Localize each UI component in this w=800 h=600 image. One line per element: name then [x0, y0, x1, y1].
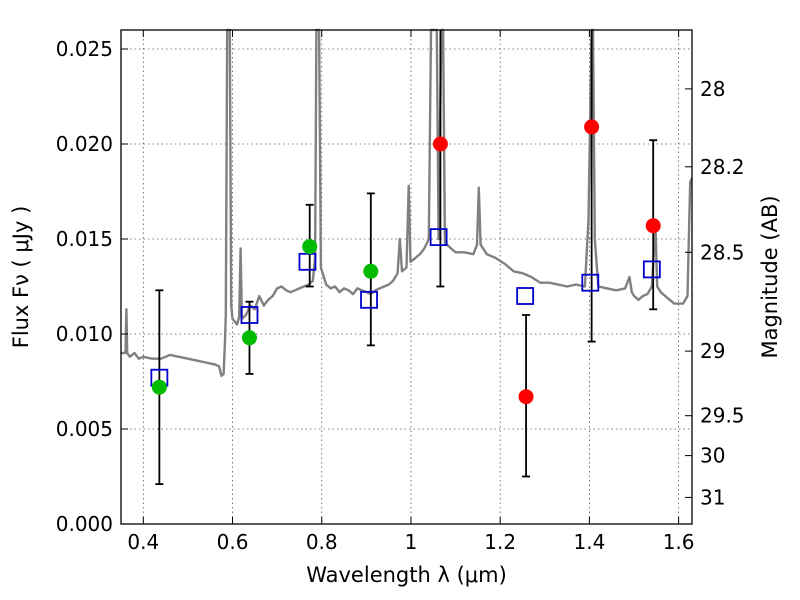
observed-point: [302, 239, 318, 255]
model-point: [240, 306, 259, 324]
errorbars: [155, 30, 658, 486]
y-right-tick-label: 29: [700, 339, 725, 363]
model-point: [298, 252, 317, 271]
y-right-tick-label: 29.5: [700, 404, 745, 428]
x-tick-label: 1: [405, 530, 418, 554]
observed-point: [645, 218, 661, 234]
observed-point: [151, 379, 167, 395]
y-tick-label: 0.010: [56, 322, 113, 346]
spectrum-series: [121, 28, 694, 377]
observed-points: [151, 119, 661, 405]
model-point: [581, 273, 600, 292]
y-axis-label: Flux Fν ( μJy ): [9, 206, 33, 349]
x-tick-label: 0.8: [306, 530, 338, 554]
y-right-tick-label: 28: [700, 77, 725, 101]
model-points: [150, 228, 661, 387]
y-axis-right-label: Magnitude (AB): [758, 195, 782, 358]
plot-frame: [120, 29, 693, 525]
y-tick-label: 0.025: [56, 37, 113, 61]
y-tick-label: 0.000: [56, 512, 113, 536]
x-tick-label: 0.6: [217, 530, 249, 554]
x-tick-label: 1.6: [663, 530, 695, 554]
x-tick-label: 1.2: [484, 530, 516, 554]
x-axis-label: Wavelength λ (μm): [306, 563, 507, 587]
y-right-tick-label: 31: [700, 485, 725, 509]
model-point: [516, 287, 535, 305]
observed-point: [363, 263, 379, 279]
observed-point: [241, 330, 257, 346]
observed-point: [432, 136, 448, 152]
y-right-tick-label: 28.5: [700, 240, 745, 264]
model-point: [429, 228, 448, 247]
x-tick-label: 1.4: [573, 530, 605, 554]
y-tick-label: 0.020: [56, 132, 113, 156]
observed-point: [584, 119, 600, 135]
axis-ticks: 0.4 0.6 0.8 1 1.2 1.4 1.6 0.000 0.005 0.010 0.015 0…: [56, 30, 745, 554]
model-point: [642, 260, 661, 279]
model-point: [360, 290, 378, 309]
observed-point: [518, 389, 534, 405]
y-right-tick-label: 28.2: [700, 155, 745, 179]
x-tick-label: 0.4: [127, 530, 159, 554]
y-right-tick-label: 30: [700, 444, 725, 468]
spectrum-line: [121, 28, 694, 377]
y-tick-label: 0.015: [56, 227, 113, 251]
y-tick-label: 0.005: [56, 417, 113, 441]
